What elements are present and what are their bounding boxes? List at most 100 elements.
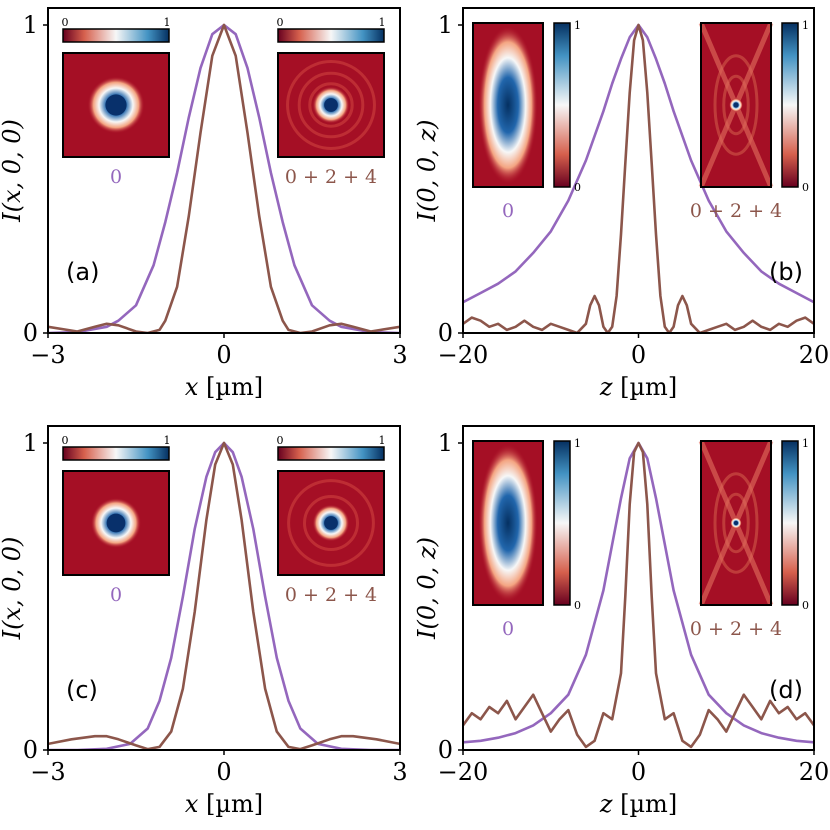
inset-label: 0 + 2 + 4 <box>690 200 782 222</box>
interference-ring <box>722 74 750 136</box>
y-axis-label: I(x, 0, 0) <box>0 537 26 641</box>
y-tick-label: 0 <box>23 319 38 347</box>
colorbar <box>553 440 571 606</box>
y-tick-label: 0 <box>438 736 453 764</box>
inset-mode-0: 0 1 0 <box>472 19 581 222</box>
x-tick-label: 3 <box>392 758 407 786</box>
colorbar-min-label: 0 <box>62 434 69 447</box>
focal-spot <box>478 26 538 184</box>
focal-spot <box>478 444 538 602</box>
x-tick-label: 20 <box>799 341 830 369</box>
interference-ring <box>713 472 759 574</box>
colorbar-max-label: 1 <box>379 16 386 29</box>
heatmap-frame <box>277 470 385 576</box>
panel-label: (a) <box>66 258 99 286</box>
inset-mode-0: 0 1 0 <box>62 16 171 188</box>
x-axis-label: x [µm] <box>185 790 263 818</box>
inset-modes-0-2-4: 0 1 0 + 2 + 4 <box>690 19 809 222</box>
colorbar-max-label: 1 <box>802 19 809 32</box>
colorbar <box>781 440 799 606</box>
panel-label: (d) <box>769 676 803 704</box>
inset-modes-0-2-4: 0 1 0 + 2 + 4 <box>277 16 386 188</box>
focal-spot-core <box>733 520 739 526</box>
inset-label: 0 <box>110 166 122 188</box>
x-axis-label: z [µm] <box>599 373 677 401</box>
heatmap-frame <box>700 440 772 606</box>
inset-label: 0 + 2 + 4 <box>690 618 782 640</box>
x-tick-label: 20 <box>799 758 830 786</box>
y-tick-label: 0 <box>438 319 453 347</box>
colorbar-min-label: 0 <box>277 16 284 29</box>
x-tick-label: 0 <box>631 758 646 786</box>
inset-label: 0 <box>502 618 514 640</box>
focal-spot-core <box>324 516 338 530</box>
colorbar-min-label: 0 <box>574 599 581 612</box>
y-tick-label: 0 <box>23 736 38 764</box>
x-tick-label: 0 <box>216 341 231 369</box>
y-tick-label: 1 <box>23 429 38 457</box>
colorbar-min-label: 0 <box>802 181 809 194</box>
x-tick-label: −20 <box>438 758 489 786</box>
x-tick-label: 0 <box>216 758 231 786</box>
x-axis-label: x [µm] <box>185 373 263 401</box>
interference-ring <box>286 60 376 150</box>
colorbar-min-label: 0 <box>62 16 69 29</box>
colorbar-max-label: 1 <box>574 437 581 450</box>
inset-modes-0-2-4: 0 1 0 + 2 + 4 <box>690 437 809 640</box>
inset-mode-0: 0 1 0 <box>472 437 581 640</box>
series-line-modes-0-2-4 <box>48 441 400 750</box>
heatmap-frame <box>62 52 170 158</box>
heatmap-frame <box>472 22 544 188</box>
colorbar <box>277 28 385 43</box>
panel-label: (b) <box>769 258 803 286</box>
focal-spot-core <box>106 513 126 533</box>
panel-label: (c) <box>66 676 98 704</box>
y-tick-label: 1 <box>23 11 38 39</box>
interference-ring <box>297 71 365 139</box>
colorbar-max-label: 1 <box>379 434 386 447</box>
interference-ring <box>713 54 759 156</box>
colorbar-min-label: 0 <box>574 181 581 194</box>
colorbar <box>62 446 170 461</box>
interference-ring <box>722 492 750 554</box>
interference-ring <box>303 495 359 551</box>
focal-spot-core <box>733 102 739 108</box>
colorbar-max-label: 1 <box>164 16 171 29</box>
x-tick-label: −3 <box>30 758 65 786</box>
colorbar-min-label: 0 <box>802 599 809 612</box>
x-tick-label: −3 <box>30 341 65 369</box>
colorbar-max-label: 1 <box>802 437 809 450</box>
colorbar <box>277 446 385 461</box>
inset-modes-0-2-4: 0 1 0 + 2 + 4 <box>277 434 386 606</box>
colorbar-min-label: 0 <box>277 434 284 447</box>
heatmap-frame <box>472 440 544 606</box>
inset-label: 0 <box>110 584 122 606</box>
inset-mode-0: 0 1 0 <box>62 434 171 606</box>
interference-ring <box>287 479 375 567</box>
x-tick-label: 0 <box>631 341 646 369</box>
focal-spot-core <box>324 98 338 112</box>
focal-spot-core <box>105 94 127 116</box>
inset-label: 0 + 2 + 4 <box>285 584 377 606</box>
x-tick-label: −20 <box>438 341 489 369</box>
y-axis-label: I(x, 0, 0) <box>0 119 26 223</box>
colorbar-max-label: 1 <box>574 19 581 32</box>
colorbar <box>781 22 799 188</box>
y-tick-label: 1 <box>438 429 453 457</box>
y-axis-label: I(0, 0, z) <box>413 537 441 640</box>
x-tick-label: 3 <box>392 341 407 369</box>
colorbar <box>62 28 170 43</box>
colorbar-max-label: 1 <box>164 434 171 447</box>
heatmap-frame <box>700 22 772 188</box>
heatmap-frame <box>62 470 170 576</box>
heatmap-frame <box>277 52 385 158</box>
y-axis-label: I(0, 0, z) <box>413 120 441 223</box>
inset-label: 0 + 2 + 4 <box>285 166 377 188</box>
colorbar <box>553 22 571 188</box>
series-line-modes-0-2-4 <box>48 23 400 333</box>
series-line-modes-0-2-4 <box>463 441 814 749</box>
